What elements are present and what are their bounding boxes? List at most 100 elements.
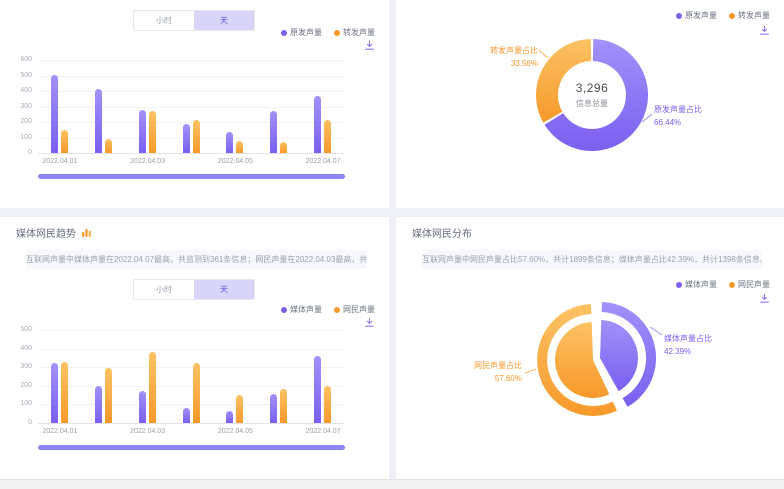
y-axis-tick: 400 [20,87,32,94]
legend-label: 转发声量 [738,11,770,20]
bar-netizen[interactable] [192,363,200,423]
pie-label-repost: 转发声量占比 33.56% [452,45,538,71]
pie-label-name: 转发声量占比 [490,46,538,55]
pie-slice-original[interactable] [544,39,649,151]
x-axis-label: 2022.04.03 [130,428,166,435]
download-icon[interactable] [364,40,375,51]
toggle-day-button[interactable]: 天 [194,11,254,30]
legend-item-media[interactable]: 媒体声量 [281,304,322,315]
summary-text: 互联网声量中媒体声量在2022.04.07最高，共监测到361条信息；网民声量在… [26,250,367,269]
legend-dot-orange [729,281,735,288]
pie-label-original: 原发声量占比 66.44% [654,104,702,130]
chart-legend: 原发声量 转发声量 [281,27,375,38]
bar-original[interactable] [182,124,190,153]
bar-chart-icon [82,229,91,237]
legend-label: 转发声量 [343,28,375,37]
gridline [38,367,345,369]
time-granularity-toggle: 小时 天 [133,279,255,300]
bar-original[interactable] [94,89,102,153]
x-axis-label: 2022.04.01 [42,428,78,435]
bar-media[interactable] [138,391,146,423]
legend-item-netizen[interactable]: 网民声量 [334,304,375,315]
total-volume-value: 3,296 [575,81,609,95]
legend-label: 原发声量 [685,11,717,20]
gridline [38,60,345,61]
bar-netizen[interactable] [236,395,244,423]
bar-media[interactable] [50,363,58,423]
bar-repost[interactable] [60,130,68,153]
y-axis-tick: 0 [28,419,32,426]
pie-label-media: 媒体声量占比 42.39% [664,333,712,359]
legend-dot-purple [281,29,287,36]
download-icon[interactable] [364,317,375,328]
gridline [38,330,345,331]
pie-label-pct: 33.56% [510,58,538,68]
panel-title-text: 媒体网民趋势 [16,229,76,240]
legend-dot-orange [334,29,340,36]
bar-original[interactable] [50,75,58,153]
chart-datazoom-scrollbar[interactable] [38,445,345,450]
bar-media[interactable] [226,411,234,423]
bar-original[interactable] [226,132,234,153]
pie-label-pct: 42.39% [664,346,692,356]
bar-repost[interactable] [324,120,332,153]
bar-repost[interactable] [192,120,200,153]
gridline [38,404,345,406]
bar-netizen[interactable] [148,352,156,423]
y-axis-tick: 500 [20,71,32,79]
bar-original[interactable] [270,111,278,153]
legend-item-netizen[interactable]: 网民声量 [729,279,770,290]
panel-title-text: 媒体网民分布 [412,229,472,240]
chart-legend: 媒体声量 网民声量 [676,279,770,290]
gridline [38,385,345,387]
page-horizontal-scrollbar[interactable] [0,479,784,489]
bar-media[interactable] [94,386,102,423]
chart-datazoom-scrollbar[interactable] [38,174,345,179]
pie-slice-repost[interactable] [536,39,592,123]
bar-repost[interactable] [236,141,244,153]
bar-original[interactable] [314,96,322,153]
pie-label-name: 原发声量占比 [654,105,702,114]
chart-legend: 原发声量 转发声量 [676,10,770,21]
pie-slice-netizen[interactable] [537,304,617,416]
y-axis-tick: 100 [20,400,32,408]
legend-label: 网民声量 [343,305,375,314]
donut-center-text: 3,296 信息总量 [542,81,642,109]
panel-media-netizen-distribution: 媒体网民分布 互联网声量中网民声量占比57.60%，共计1899条信息；媒体声量… [396,217,784,479]
legend-item-repost[interactable]: 转发声量 [334,27,375,38]
legend-item-media[interactable]: 媒体声量 [676,279,717,290]
total-volume-label: 信息总量 [576,99,608,108]
legend-item-repost[interactable]: 转发声量 [729,10,770,21]
y-axis-tick: 300 [20,363,32,371]
bar-media[interactable] [270,394,278,423]
bar-repost[interactable] [280,142,288,153]
bar-netizen[interactable] [104,368,112,423]
gridline [38,153,345,154]
legend-item-original[interactable]: 原发声量 [281,27,322,38]
y-axis-tick: 600 [20,56,32,63]
pie-label-pct: 57.60% [494,373,522,383]
pie-slice-media[interactable] [600,302,657,407]
legend-dot-purple [281,306,287,313]
download-icon[interactable] [759,293,770,304]
bar-media[interactable] [182,408,190,423]
panel-voice-trend: 小时 天 原发声量 转发声量 0 100 200 300 400 500 600 2022.0… [0,0,389,208]
bar-netizen[interactable] [324,386,332,423]
legend-label: 媒体声量 [685,280,717,289]
panel-voice-distribution: 原发声量 转发声量 3,296 信息总量 转发声量占比 33.56% 原发声量占… [396,0,784,208]
bar-repost[interactable] [104,139,112,153]
bar-netizen[interactable] [60,362,68,423]
pie-label-line [649,326,663,336]
panel-title: 媒体网民分布 [412,225,472,240]
bar-media[interactable] [314,356,322,423]
x-axis-label: 2022.04.07 [305,158,341,165]
bar-repost[interactable] [148,111,156,153]
download-icon[interactable] [759,25,770,36]
toggle-hour-button[interactable]: 小时 [134,280,194,299]
bar-original[interactable] [138,110,146,153]
gridline [38,91,345,92]
legend-item-original[interactable]: 原发声量 [676,10,717,21]
toggle-hour-button[interactable]: 小时 [134,11,194,30]
toggle-day-button[interactable]: 天 [194,280,254,299]
bar-netizen[interactable] [280,389,288,423]
